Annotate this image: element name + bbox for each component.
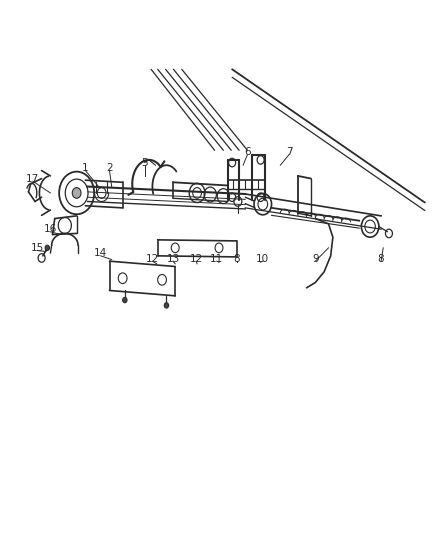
Text: 7: 7 xyxy=(286,147,293,157)
Text: 16: 16 xyxy=(44,224,57,234)
Text: 1: 1 xyxy=(82,163,89,173)
Text: 8: 8 xyxy=(233,254,240,263)
Text: 15: 15 xyxy=(31,243,44,253)
Circle shape xyxy=(45,245,49,251)
Text: 12: 12 xyxy=(146,254,159,263)
Text: 6: 6 xyxy=(244,147,251,157)
Text: 8: 8 xyxy=(378,254,385,263)
Text: 11: 11 xyxy=(210,254,223,263)
Text: 17: 17 xyxy=(26,174,39,183)
Text: 5: 5 xyxy=(141,158,148,167)
Text: 10: 10 xyxy=(256,254,269,263)
Text: 9: 9 xyxy=(312,254,319,263)
Circle shape xyxy=(72,188,81,198)
Text: 2: 2 xyxy=(106,163,113,173)
Text: 13: 13 xyxy=(166,254,180,263)
Text: 12: 12 xyxy=(190,254,203,263)
Circle shape xyxy=(123,297,127,303)
Circle shape xyxy=(164,303,169,308)
Text: 14: 14 xyxy=(94,248,107,258)
